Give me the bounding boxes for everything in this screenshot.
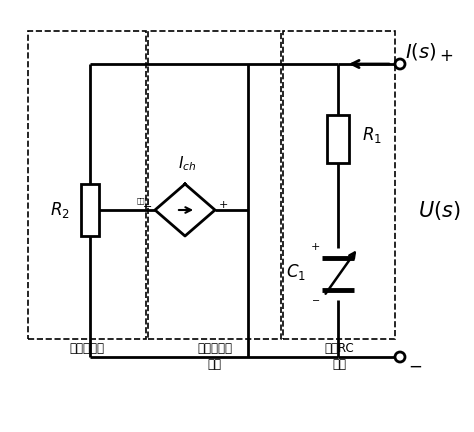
Bar <box>28 31 146 339</box>
Bar <box>81 184 99 236</box>
Circle shape <box>395 59 405 69</box>
Text: $R_1$: $R_1$ <box>362 125 382 145</box>
Text: $+$: $+$ <box>310 241 320 252</box>
Text: $C_1$: $C_1$ <box>286 262 306 282</box>
Bar <box>148 31 281 339</box>
Text: $I(s)$: $I(s)$ <box>405 41 437 63</box>
Bar <box>327 115 349 163</box>
Text: $+$: $+$ <box>218 200 228 210</box>
Bar <box>283 31 395 339</box>
Text: 自放电分支: 自放电分支 <box>70 342 104 355</box>
Text: $-$: $-$ <box>142 200 152 210</box>
Text: $-$: $-$ <box>408 357 422 375</box>
Text: 一阶RC
分支: 一阶RC 分支 <box>324 342 354 371</box>
Text: $-$: $-$ <box>311 294 320 304</box>
Circle shape <box>395 352 405 362</box>
Polygon shape <box>155 184 215 236</box>
Text: $+$: $+$ <box>439 47 453 65</box>
Text: 受控电流源
分支: 受控电流源 分支 <box>197 342 232 371</box>
Text: $R_2$: $R_2$ <box>50 200 70 220</box>
Text: 滑动端: 滑动端 <box>137 198 149 204</box>
Text: $U(s)$: $U(s)$ <box>418 198 461 222</box>
Text: $I_{ch}$: $I_{ch}$ <box>178 154 196 173</box>
